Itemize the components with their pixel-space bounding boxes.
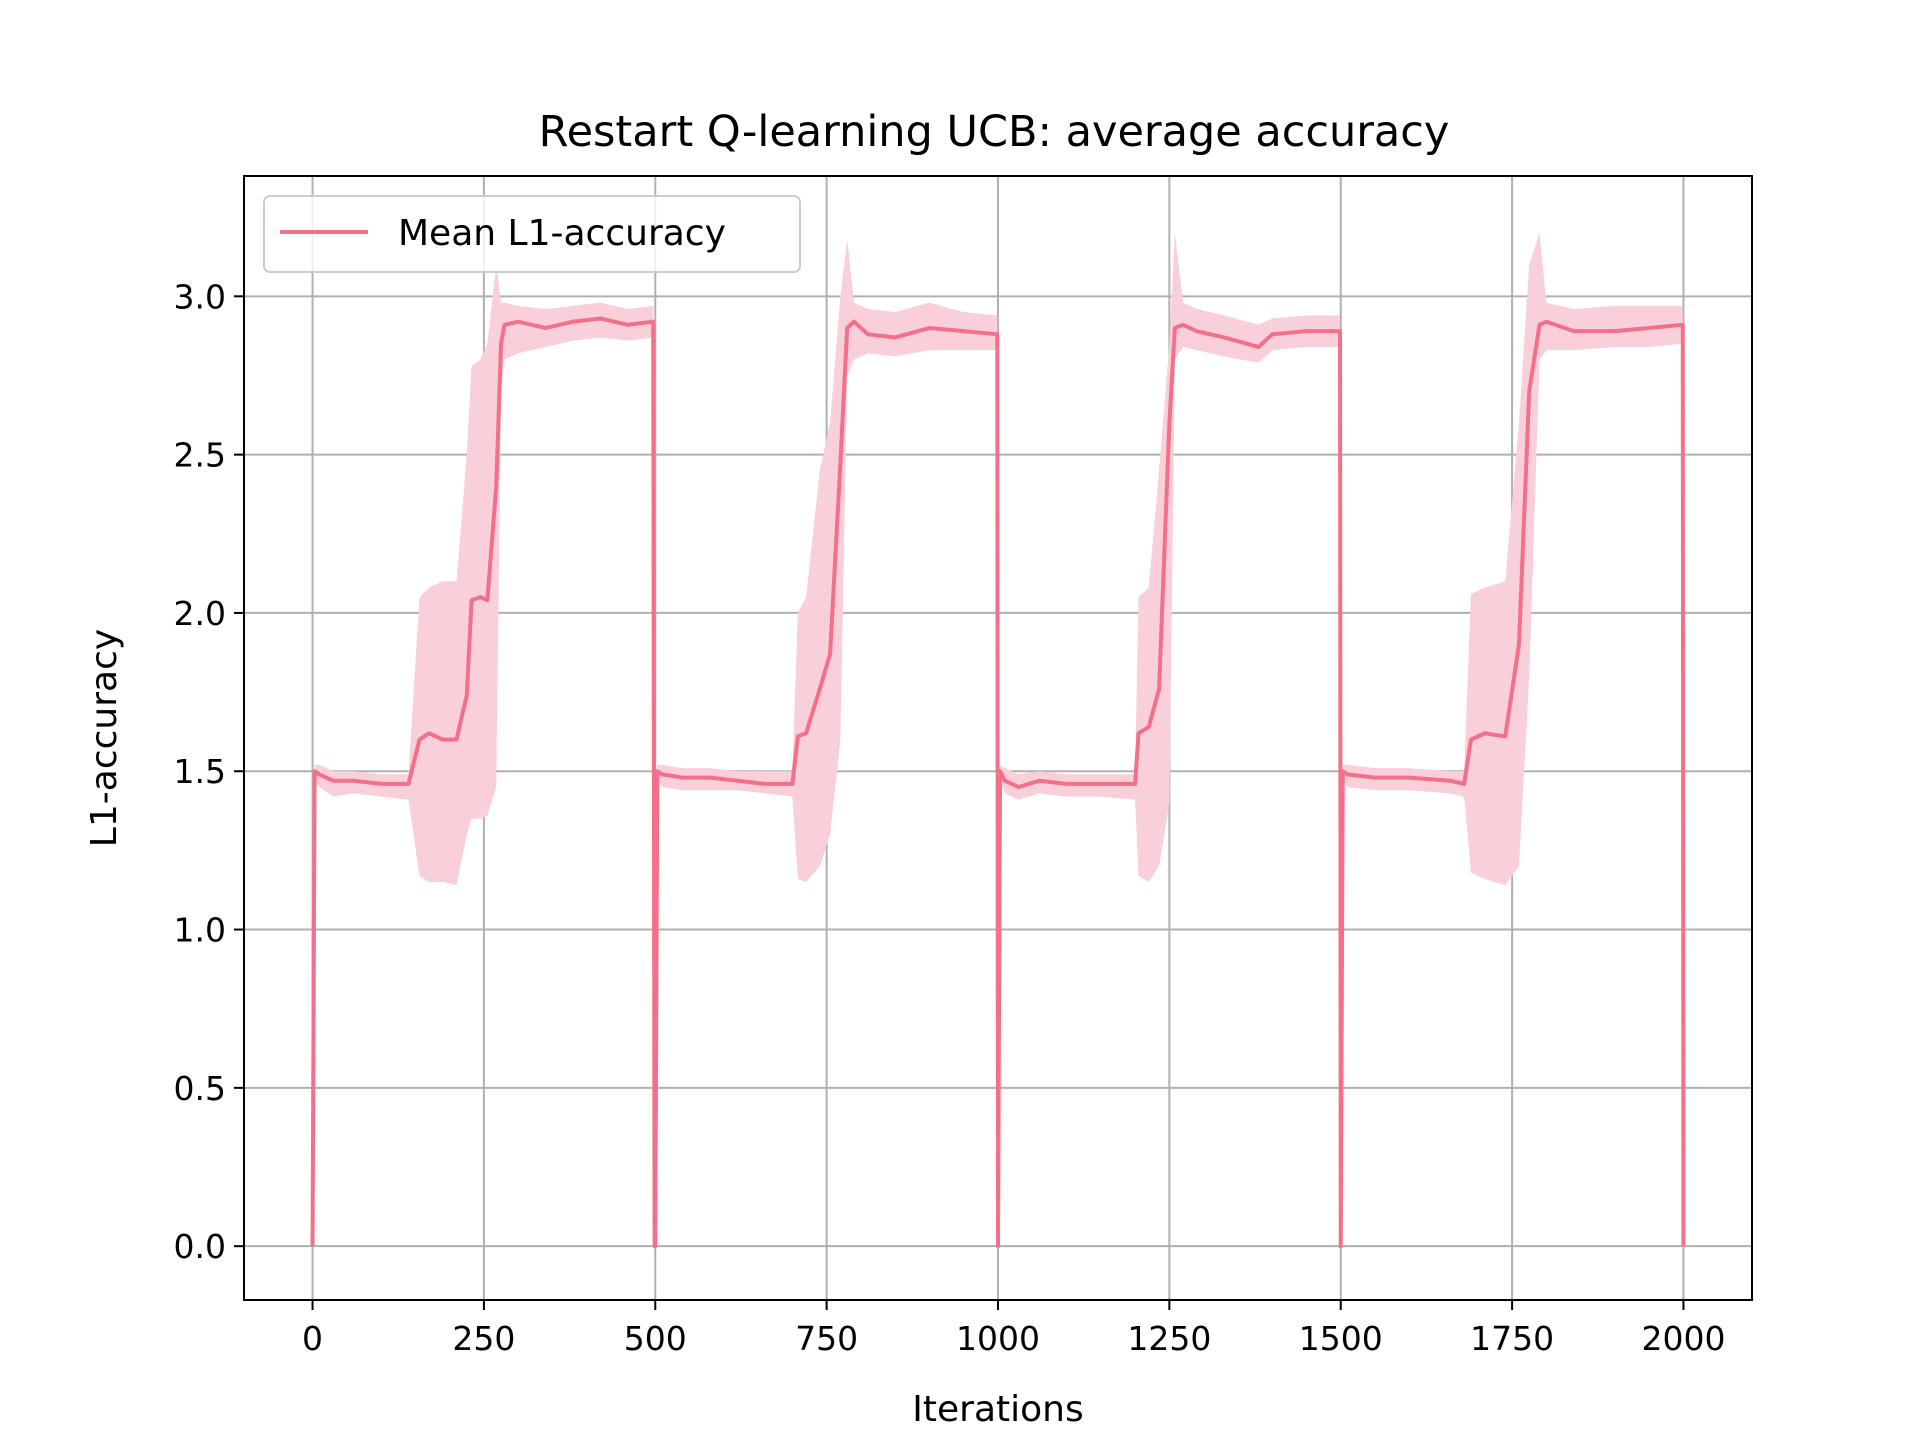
- y-tick-label: 2.5: [174, 436, 226, 475]
- y-tick-label: 1.5: [174, 752, 226, 791]
- x-tick-label: 1750: [1470, 1319, 1554, 1358]
- confidence-band: [312, 232, 1684, 1247]
- series-lines: [310, 316, 1686, 1249]
- x-tick-label: 750: [795, 1319, 858, 1358]
- y-tick-label: 2.0: [174, 594, 226, 633]
- x-tick-label: 2000: [1641, 1319, 1725, 1358]
- legend-box: [263, 195, 801, 273]
- x-axis-title: Iterations: [912, 1389, 1083, 1430]
- x-axis-ticks: 0 250 500 750 1000 1250 1500 1750 2000: [302, 1300, 1725, 1358]
- y-tick-label: 3.0: [174, 277, 226, 316]
- legend-label: Mean L1-accuracy: [398, 213, 726, 254]
- x-tick-label: 1000: [956, 1319, 1040, 1358]
- series-0-band: [312, 232, 1684, 1247]
- y-tick-label: 1.0: [174, 911, 226, 950]
- y-tick-label: 0.0: [174, 1227, 226, 1266]
- x-tick-label: 1500: [1299, 1319, 1383, 1358]
- y-axis-title: L1-accuracy: [84, 629, 125, 847]
- x-tick-label: 0: [302, 1319, 323, 1358]
- chart-title: Restart Q-learning UCB: average accuracy: [539, 107, 1450, 157]
- x-tick-label: 1250: [1127, 1319, 1211, 1358]
- y-axis-ticks: 0.0 0.5 1.0 1.5 2.0 2.5 3.0: [174, 277, 244, 1266]
- x-tick-label: 500: [624, 1319, 687, 1358]
- legend: Mean L1-accuracy: [263, 195, 801, 273]
- series-0-line: [310, 316, 1686, 1249]
- y-tick-label: 0.5: [174, 1069, 226, 1108]
- x-tick-label: 250: [452, 1319, 515, 1358]
